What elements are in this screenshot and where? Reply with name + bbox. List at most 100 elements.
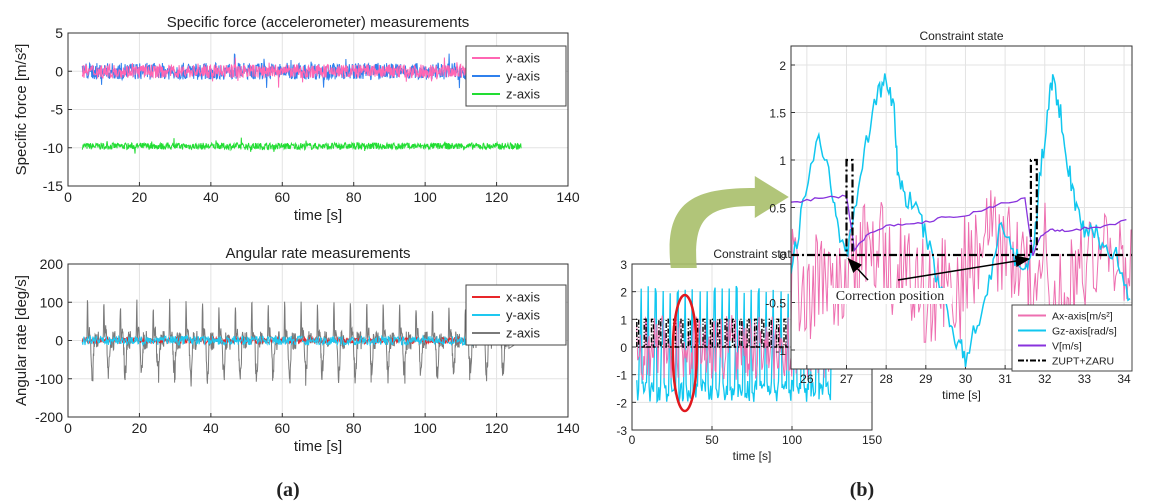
chart-specific-force: 0 20 40 60 80 100 120 140 5 0 -5 -10 -15 Specific for… xyxy=(13,14,580,224)
y-tick-label: 100 xyxy=(40,294,64,310)
axes-frame xyxy=(67,32,569,187)
y-tick-label: -5 xyxy=(51,102,64,118)
y-tick-label: -2 xyxy=(616,396,627,410)
legend-label: x-axis xyxy=(506,290,540,305)
y-tick-label: -15 xyxy=(43,178,63,194)
y-tick-label: 1.5 xyxy=(769,107,786,121)
x-tick-label: 100 xyxy=(413,189,437,205)
chart-constraint-zoom: 26 27 28 29 30 31 32 33 34 2 1.5 1 0.5 0 -0.5 -1 Constra… xyxy=(765,29,1133,402)
x-tick-label: 60 xyxy=(274,189,290,205)
chart-title: Specific force (accelerometer) measureme… xyxy=(167,14,470,31)
chart-angular-rate: 0 20 40 60 80 100 120 140 200 100 0 -100 -200 Angular… xyxy=(13,245,580,455)
axes-frame xyxy=(67,263,569,418)
x-axis-label: time [s] xyxy=(942,388,981,402)
x-tick-label: 40 xyxy=(203,189,219,205)
legend-label: Gz-axis[rad/s] xyxy=(1052,325,1117,337)
highlight-ellipse xyxy=(671,293,699,413)
x-tick-label: 80 xyxy=(346,420,362,436)
x-tick-label: 31 xyxy=(998,372,1012,386)
x-axis-label: time [s] xyxy=(294,207,342,224)
y-tick-label: -1 xyxy=(775,344,786,358)
axes-frame xyxy=(790,45,1133,370)
annotation-arrow xyxy=(847,257,869,281)
legend-label: x-axis xyxy=(506,51,540,66)
legend: x-axis y-axis z-axis xyxy=(465,45,567,107)
y-tick-label: 0 xyxy=(779,249,786,263)
y-tick-label: 0 xyxy=(55,63,63,79)
legend: Ax-axis[m/s²] Gz-axis[rad/s] V[m/s] ZUPT+ZA… xyxy=(1011,304,1133,372)
x-tick-label: 26 xyxy=(800,372,814,386)
y-tick-label: -200 xyxy=(35,409,63,425)
y-tick-label: 2 xyxy=(779,59,786,73)
annotation-bg xyxy=(828,288,952,304)
x-tick-label: 0 xyxy=(629,433,636,447)
x-tick-label: 150 xyxy=(862,433,882,447)
annotation-label: Correction position xyxy=(836,289,945,304)
y-tick-label: -0.5 xyxy=(765,297,786,311)
x-tick-label: 50 xyxy=(705,433,719,447)
x-tick-label: 34 xyxy=(1117,372,1131,386)
legend-label: y-axis xyxy=(506,69,540,84)
x-tick-label: 28 xyxy=(879,372,893,386)
y-tick-label: 1 xyxy=(779,154,786,168)
x-tick-label: 0 xyxy=(64,420,72,436)
y-tick-label: -3 xyxy=(616,424,627,438)
x-tick-label: 80 xyxy=(346,189,362,205)
legend-label: z-axis xyxy=(506,87,540,102)
y-tick-label: -10 xyxy=(43,140,63,156)
chart-title: Constraint state xyxy=(919,29,1003,43)
series-line-x-axis xyxy=(81,57,522,88)
y-tick-label: 0 xyxy=(620,341,627,355)
y-tick-label: 3 xyxy=(620,258,627,272)
x-tick-label: 29 xyxy=(919,372,933,386)
annotation: Correction position xyxy=(828,255,1031,304)
zoom-arrow-shape xyxy=(669,176,789,268)
x-tick-label: 30 xyxy=(959,372,973,386)
y-axis-label: Angular rate [deg/s] xyxy=(13,275,30,406)
x-tick-label: 40 xyxy=(203,420,219,436)
x-tick-label: 33 xyxy=(1078,372,1092,386)
series-line-v xyxy=(791,194,1127,257)
y-tick-label: 1 xyxy=(620,313,627,327)
y-tick-label: 5 xyxy=(55,25,63,41)
series-line-z-axis xyxy=(81,298,522,387)
chart-title: Constraint stat xyxy=(713,247,791,261)
x-tick-label: 100 xyxy=(782,433,802,447)
x-tick-label: 140 xyxy=(556,420,580,436)
x-tick-label: 0 xyxy=(64,189,72,205)
x-tick-label: 20 xyxy=(132,189,148,205)
series-line-gz xyxy=(636,285,832,404)
series-line-gz xyxy=(791,73,1131,368)
y-axis-label: Specific force [m/s²] xyxy=(13,44,30,176)
legend-label: ZUPT+ZARU xyxy=(1052,355,1114,367)
x-axis-label: time [s] xyxy=(733,449,772,463)
legend-label: y-axis xyxy=(506,308,540,323)
annotation-arrow xyxy=(897,255,1031,281)
x-tick-label: 27 xyxy=(840,372,854,386)
y-tick-label: -100 xyxy=(35,371,63,387)
series-line-y-axis xyxy=(81,334,510,347)
panel-label-b: (b) xyxy=(850,479,874,501)
y-tick-label: 0 xyxy=(55,333,63,349)
x-tick-label: 32 xyxy=(1038,372,1052,386)
legend-label: z-axis xyxy=(506,326,540,341)
series-line-zupt xyxy=(791,158,1132,257)
x-tick-label: 20 xyxy=(132,420,148,436)
series-line-z-axis xyxy=(81,137,522,154)
legend-label: Ax-axis[m/s²] xyxy=(1052,310,1113,322)
y-tick-label: 0.5 xyxy=(769,202,786,216)
panel-label-a: (a) xyxy=(276,479,299,501)
zoom-arrow xyxy=(669,176,789,268)
x-tick-label: 120 xyxy=(485,420,509,436)
series-line-zupt xyxy=(636,318,831,348)
legend-label: V[m/s] xyxy=(1052,340,1082,352)
x-tick-label: 140 xyxy=(556,189,580,205)
legend: x-axis y-axis z-axis xyxy=(465,284,567,346)
x-axis-label: time [s] xyxy=(294,438,342,455)
y-tick-label: 200 xyxy=(40,256,64,272)
x-tick-label: 100 xyxy=(413,420,437,436)
x-tick-label: 120 xyxy=(485,189,509,205)
chart-title: Angular rate measurements xyxy=(225,245,410,262)
x-tick-label: 60 xyxy=(274,420,290,436)
